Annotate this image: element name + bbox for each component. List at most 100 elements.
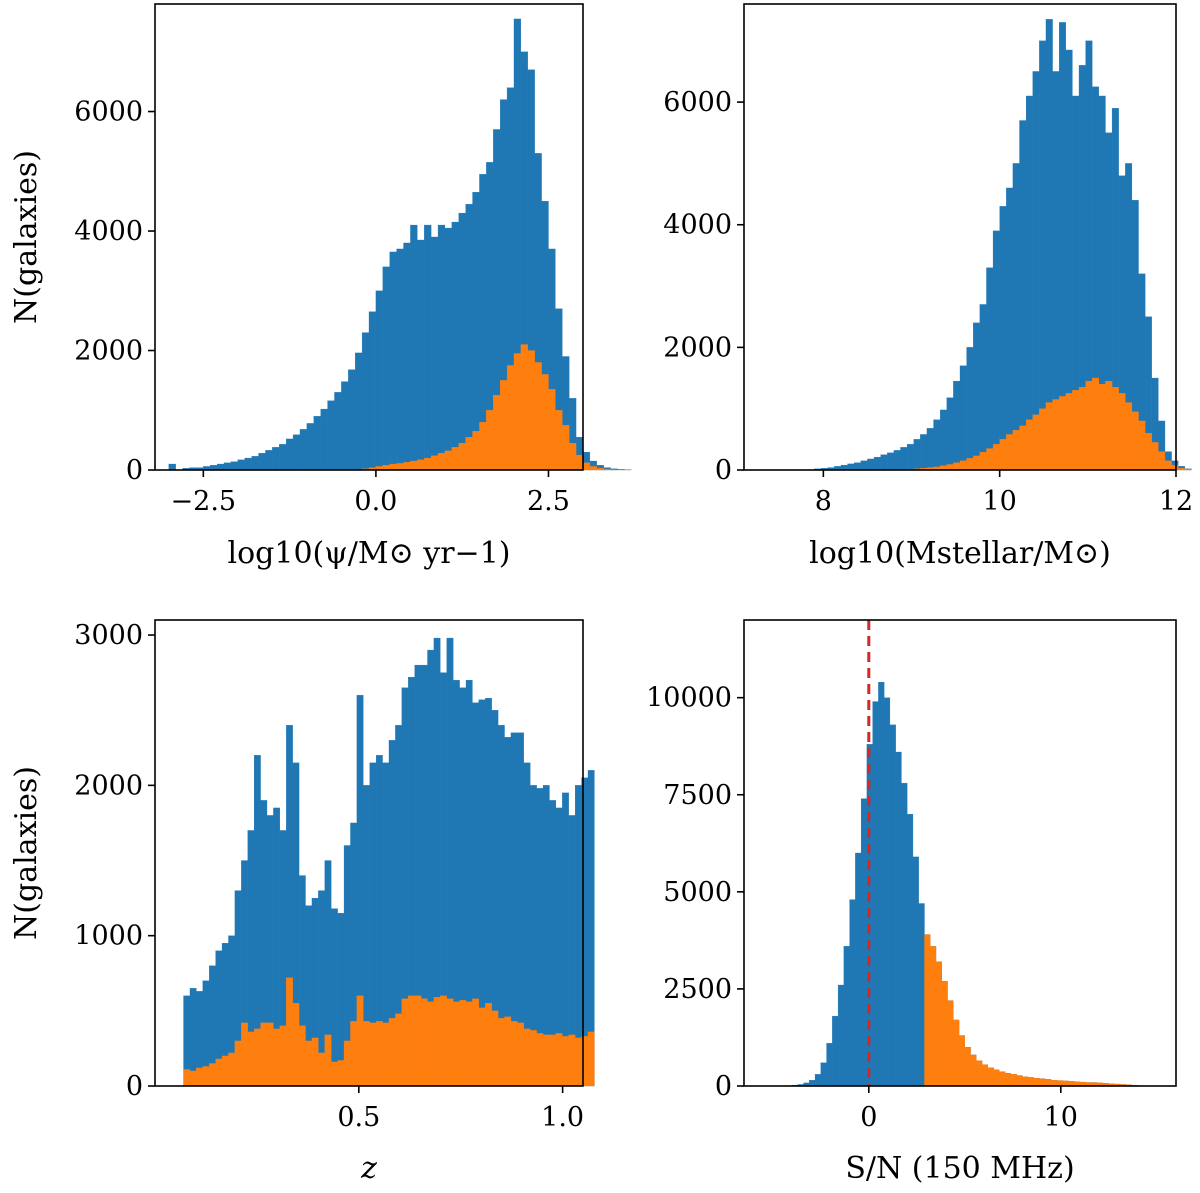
mass-bar-all bbox=[959, 365, 967, 471]
mass-bar-all bbox=[966, 347, 974, 471]
snr-bar-detected bbox=[1016, 1075, 1023, 1087]
sfr-bar-all bbox=[327, 400, 335, 471]
sfr-bar-detected bbox=[396, 463, 404, 471]
mass-bar-detected bbox=[953, 462, 961, 471]
mass-y-tick-label: 6000 bbox=[663, 87, 732, 118]
mass-bar-detected bbox=[1072, 390, 1080, 471]
redshift-bar-detected bbox=[414, 995, 422, 1087]
mass-bar-all bbox=[933, 419, 941, 471]
mass-y-tick-label: 2000 bbox=[663, 332, 732, 363]
sfr-bar-detected bbox=[424, 457, 432, 471]
redshift-bar-detected bbox=[465, 1001, 473, 1087]
sfr-y-tick-label: 2000 bbox=[74, 336, 143, 367]
snr-bar-detected bbox=[1022, 1076, 1029, 1087]
mass-bar-detected bbox=[1184, 469, 1192, 471]
sfr-bar-detected bbox=[555, 410, 563, 471]
mass-bar-detected bbox=[1012, 429, 1020, 471]
snr-bar-detected bbox=[976, 1060, 983, 1087]
snr-bar-all bbox=[884, 697, 891, 1087]
redshift-bar-detected bbox=[298, 1025, 306, 1087]
panel-mass: 8 10 12 0 2000 4000 6000 log10(Mstellar/M⊙) bbox=[663, 3, 1193, 571]
snr-axes-frame bbox=[743, 619, 1177, 1087]
sfr-bar-detected bbox=[506, 365, 515, 471]
sfr-bar-all bbox=[444, 227, 452, 471]
mass-bar-all bbox=[1045, 19, 1053, 471]
sfr-x-tick-label: −2.5 bbox=[171, 486, 237, 517]
mass-x-axis-label: log10(Mstellar/M⊙) bbox=[809, 536, 1111, 571]
snr-bar-all bbox=[826, 1043, 833, 1087]
sfr-bar-all bbox=[237, 459, 245, 471]
mass-bar-detected bbox=[1032, 414, 1040, 471]
snr-bars-detected bbox=[924, 934, 1150, 1087]
sfr-bar-all bbox=[348, 369, 356, 471]
sfr-bar-detected bbox=[589, 466, 597, 471]
mass-bar-all bbox=[992, 230, 1000, 471]
snr-bar-all bbox=[860, 798, 868, 1087]
redshift-bar-detected bbox=[273, 1028, 280, 1087]
sfr-bar-detected bbox=[403, 462, 411, 471]
sfr-bar-all bbox=[382, 266, 390, 471]
redshift-bar-detected bbox=[517, 1022, 524, 1087]
redshift-bar-detected bbox=[485, 1003, 492, 1087]
panel-redshift: 0.5 1.0 0 1000 2000 3000 z N(galaxies) bbox=[9, 619, 595, 1186]
mass-bar-all bbox=[887, 452, 895, 471]
redshift-bar-detected bbox=[440, 995, 447, 1087]
mass-bar-detected bbox=[1085, 380, 1093, 471]
snr-bar-detected bbox=[993, 1069, 1000, 1087]
sfr-bar-all bbox=[306, 423, 314, 471]
snr-bar-all bbox=[814, 1074, 821, 1087]
redshift-bar-detected bbox=[536, 1033, 544, 1087]
redshift-y-tick-label: 3000 bbox=[74, 620, 143, 651]
snr-bar-all bbox=[849, 899, 856, 1087]
redshift-bar-detected bbox=[453, 1001, 460, 1087]
mass-y-tick-label: 4000 bbox=[663, 210, 732, 241]
redshift-y-tick-label: 0 bbox=[126, 1071, 143, 1102]
sfr-bar-all bbox=[230, 461, 238, 471]
snr-bar-detected bbox=[1033, 1078, 1040, 1087]
sfr-bars-all bbox=[168, 18, 632, 471]
snr-bar-all bbox=[837, 984, 844, 1087]
sfr-bar-all bbox=[368, 311, 377, 471]
mass-bar-detected bbox=[1164, 460, 1172, 471]
sfr-bar-detected bbox=[534, 362, 542, 471]
mass-bar-all bbox=[880, 454, 888, 471]
mass-bar-all bbox=[847, 463, 855, 471]
redshift-y-tick-label: 1000 bbox=[74, 921, 143, 952]
sfr-bar-detected bbox=[410, 460, 418, 471]
sfr-y-ticks: 0 2000 4000 6000 bbox=[74, 97, 155, 486]
sfr-bar-detected bbox=[575, 454, 584, 471]
redshift-bar-detected bbox=[433, 997, 441, 1087]
mass-bar-detected bbox=[1059, 396, 1066, 471]
snr-x-tick-label: 10 bbox=[1044, 1102, 1078, 1133]
mass-x-tick-label: 10 bbox=[982, 486, 1016, 517]
snr-y-tick-label: 5000 bbox=[663, 877, 732, 908]
sfr-bar-detected bbox=[417, 459, 425, 471]
mass-bar-detected bbox=[992, 444, 1000, 471]
redshift-bar-detected bbox=[504, 1016, 512, 1087]
redshift-bar-detected bbox=[331, 1061, 338, 1087]
sfr-x-ticks: −2.5 0.0 2.5 bbox=[171, 470, 570, 517]
redshift-bar-detected bbox=[189, 1070, 197, 1087]
snr-bar-detected bbox=[924, 934, 931, 1087]
mass-bar-all bbox=[1006, 187, 1014, 471]
sfr-bar-all bbox=[272, 447, 280, 471]
snr-y-tick-label: 0 bbox=[715, 1071, 732, 1102]
redshift-bar-detected bbox=[337, 1060, 345, 1087]
redshift-bar-all bbox=[331, 908, 338, 1087]
redshift-bar-detected bbox=[202, 1066, 210, 1087]
snr-bar-detected bbox=[947, 1000, 954, 1087]
redshift-bar-detected bbox=[247, 1031, 255, 1087]
snr-bar-detected bbox=[970, 1054, 977, 1087]
mass-bar-detected bbox=[1092, 377, 1099, 471]
mass-bar-detected bbox=[1045, 402, 1053, 471]
redshift-bar-detected bbox=[446, 998, 454, 1087]
redshift-bar-detected bbox=[375, 1021, 383, 1087]
redshift-bar-detected bbox=[350, 1021, 358, 1087]
sfr-bar-all bbox=[223, 462, 232, 471]
redshift-bar-all bbox=[337, 912, 345, 1087]
mass-bar-all bbox=[986, 267, 994, 471]
sfr-bar-detected bbox=[437, 453, 446, 471]
sfr-bar-detected bbox=[562, 425, 570, 471]
snr-bar-detected bbox=[1028, 1077, 1035, 1087]
sfr-bar-detected bbox=[596, 468, 604, 471]
